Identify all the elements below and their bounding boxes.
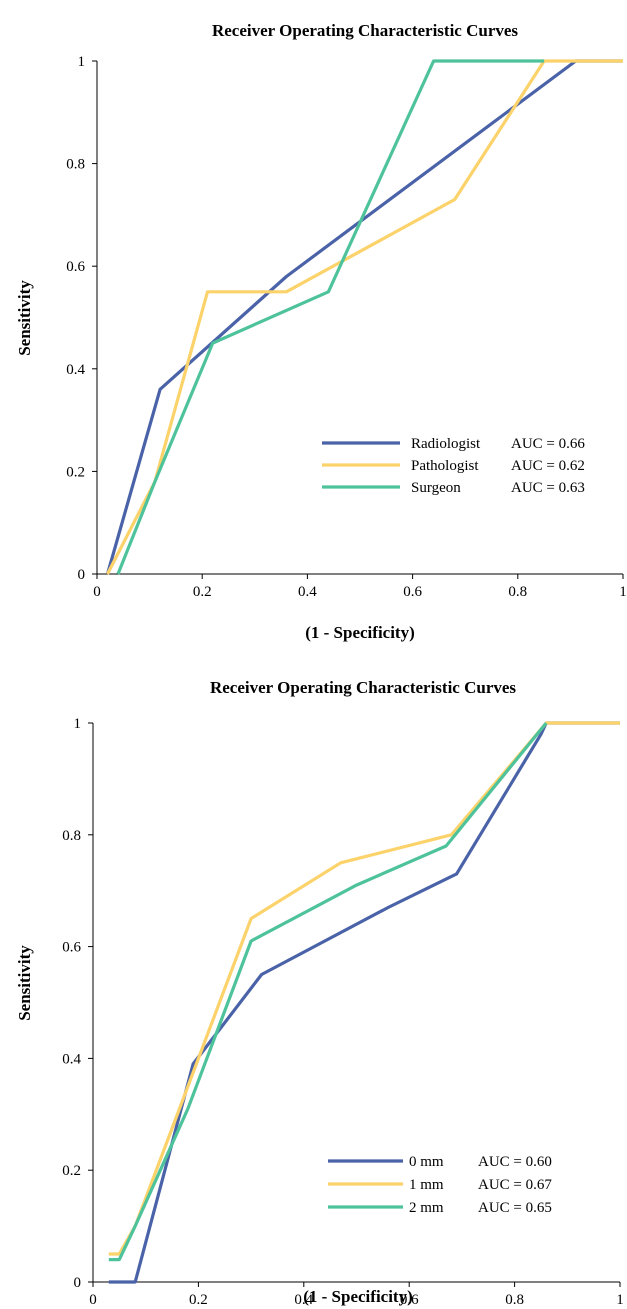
y-tick-label: 0.4 <box>66 362 85 378</box>
x-tick-label: 0.6 <box>403 584 422 600</box>
legend-series-name: 2 mm <box>409 1200 444 1216</box>
legend-series-name: 1 mm <box>409 1177 444 1193</box>
legend-series-name: Pathologist <box>411 458 479 474</box>
y-tick-label: 0 <box>78 567 86 583</box>
x-tick-label: 0.6 <box>400 1292 419 1308</box>
y-tick-label: 0.8 <box>66 157 85 173</box>
legend-auc-value: AUC = 0.66 <box>511 436 585 452</box>
x-tick-label: 0.8 <box>508 584 527 600</box>
legend-auc-value: AUC = 0.67 <box>478 1177 552 1193</box>
series-line-2-mm <box>108 721 548 1262</box>
roc-chart-margins: Receiver Operating Characteristic Curves… <box>15 678 624 1308</box>
x-tick-label: 0.2 <box>189 1292 208 1308</box>
y-tick-label: 1 <box>74 716 82 732</box>
y-axis-label: Sensitivity <box>15 280 34 356</box>
legend-auc-value: AUC = 0.65 <box>478 1200 552 1216</box>
x-tick-label: 0.8 <box>505 1292 524 1308</box>
roc-chart-roles: Receiver Operating Characteristic Curves… <box>15 21 627 642</box>
y-tick-label: 0.2 <box>62 1163 81 1179</box>
plot-area: 0 0.2 0.4 0.6 0.8 1 0 0.2 0.4 0.6 0.8 1 0 mm AUC = 0.… <box>62 716 624 1308</box>
chart-title: Receiver Operating Characteristic Curves <box>212 21 518 40</box>
y-tick-label: 0.8 <box>62 828 81 844</box>
plot-area: 0 0.2 0.4 0.6 0.8 1 0 0.2 0.4 0.6 0.8 1 Radiologist A… <box>66 54 627 600</box>
chart-title: Receiver Operating Characteristic Curves <box>210 678 516 697</box>
x-tick-label: 0.4 <box>294 1292 313 1308</box>
legend-series-name: Radiologist <box>411 436 481 452</box>
legend-series-name: Surgeon <box>411 480 461 496</box>
x-axis-label: (1 - Specificity) <box>305 623 415 642</box>
series-line-surgeon <box>116 59 545 575</box>
series-line-0-mm <box>108 721 620 1284</box>
series-line-radiologist <box>105 59 623 575</box>
x-tick-label: 0.2 <box>193 584 212 600</box>
y-axis-label: Sensitivity <box>15 945 34 1021</box>
legend-auc-value: AUC = 0.62 <box>511 458 585 474</box>
y-tick-label: 0.4 <box>62 1051 81 1067</box>
legend-auc-value: AUC = 0.60 <box>478 1154 552 1170</box>
y-tick-label: 0.2 <box>66 464 85 480</box>
legend-auc-value: AUC = 0.63 <box>511 480 585 496</box>
x-tick-label: 0 <box>89 1292 97 1308</box>
x-tick-label: 1 <box>616 1292 624 1308</box>
x-axis-label: (1 - Specificity) <box>303 1287 413 1306</box>
legend: 0 mm AUC = 0.60 1 mm AUC = 0.67 2 mm AUC = 0.… <box>328 1154 552 1216</box>
legend: Radiologist AUC = 0.66 Pathologist AUC = 0.… <box>322 436 585 496</box>
x-tick-label: 1 <box>619 584 627 600</box>
series-line-1-mm <box>108 721 620 1256</box>
x-tick-label: 0.4 <box>298 584 317 600</box>
y-tick-label: 0.6 <box>62 940 81 956</box>
x-tick-label: 0 <box>93 584 101 600</box>
y-tick-label: 0.6 <box>66 259 85 275</box>
y-tick-label: 0 <box>74 1275 82 1291</box>
y-tick-label: 1 <box>78 54 86 70</box>
legend-series-name: 0 mm <box>409 1154 444 1170</box>
series-line-pathologist <box>106 59 623 575</box>
